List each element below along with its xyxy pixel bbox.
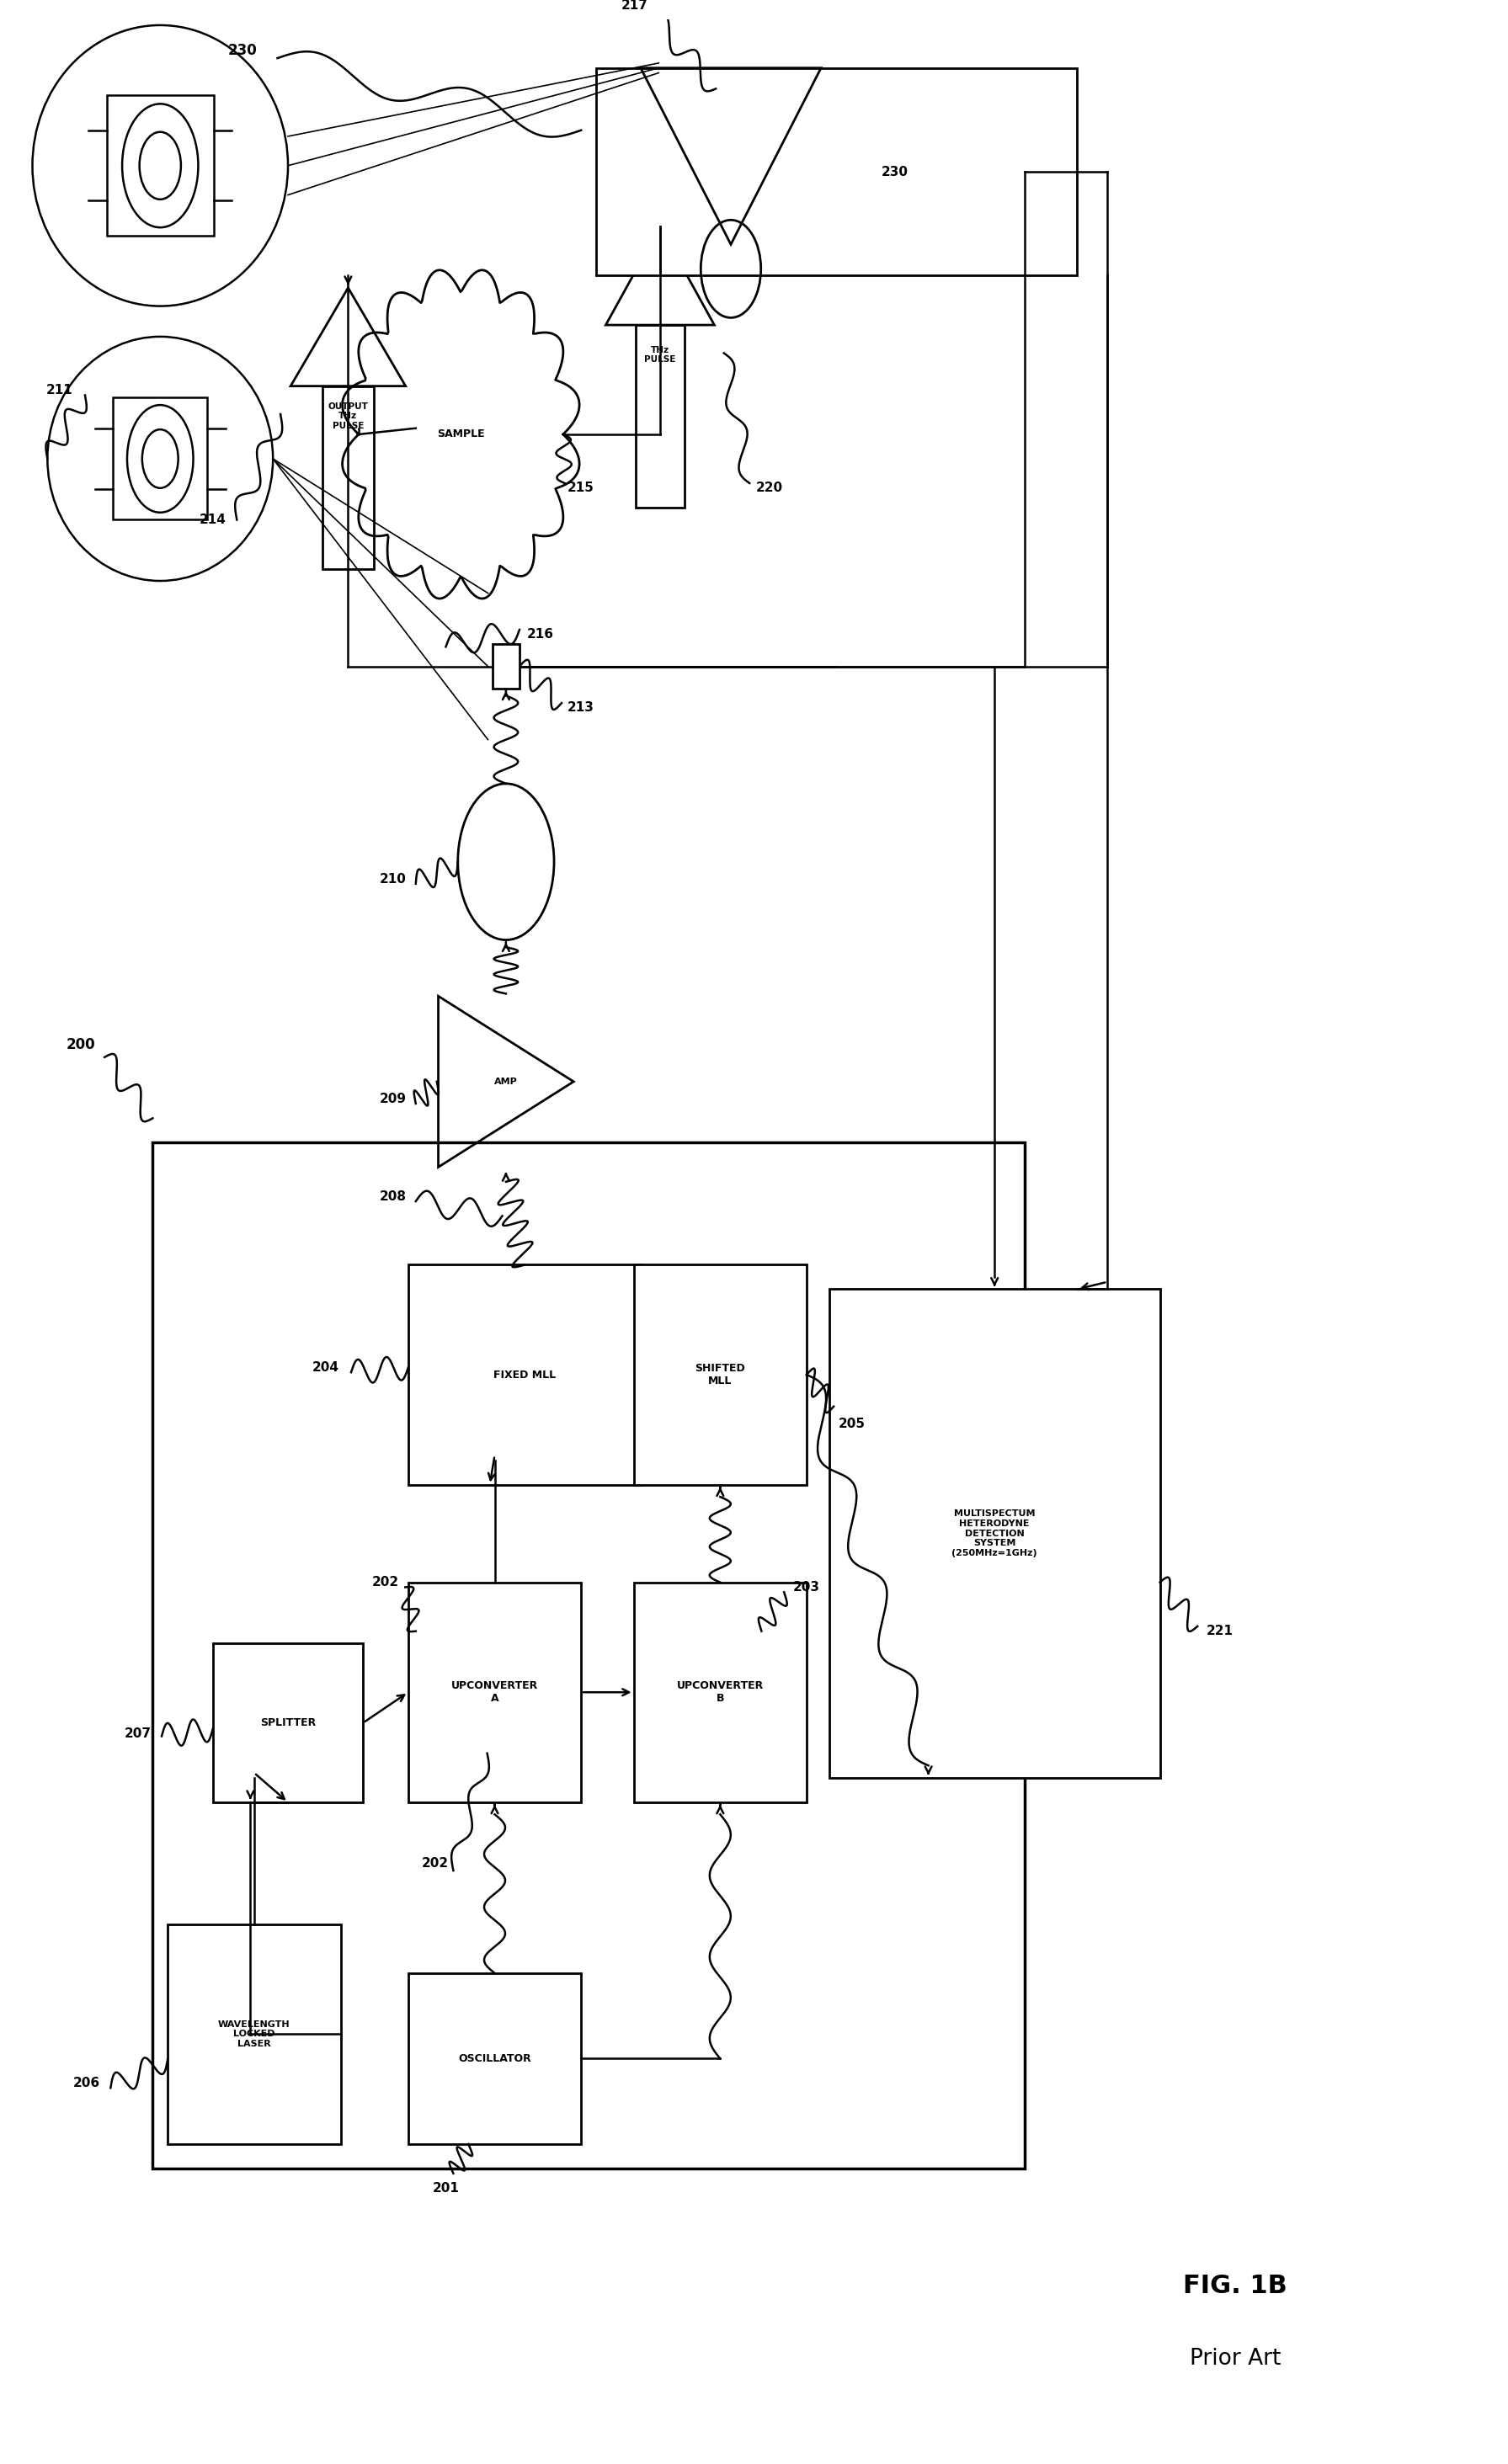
Text: 202: 202 bbox=[372, 1577, 400, 1589]
Text: SHIFTED
MLL: SHIFTED MLL bbox=[695, 1363, 745, 1387]
Text: 203: 203 bbox=[793, 1582, 820, 1594]
Bar bbox=[493, 646, 519, 687]
Text: 220: 220 bbox=[756, 483, 783, 495]
Text: SPLITTER: SPLITTER bbox=[259, 1717, 315, 1727]
Text: 208: 208 bbox=[380, 1190, 407, 1202]
Text: FIXED MLL: FIXED MLL bbox=[493, 1370, 556, 1380]
Text: 221: 221 bbox=[1206, 1624, 1234, 1639]
Text: Prior Art: Prior Art bbox=[1190, 2348, 1280, 2370]
Polygon shape bbox=[291, 288, 406, 387]
Polygon shape bbox=[342, 271, 579, 599]
Bar bbox=[635, 325, 685, 508]
Bar bbox=[152, 1143, 1024, 2168]
Bar bbox=[167, 1924, 341, 2144]
Text: UPCONVERTER
A: UPCONVERTER A bbox=[451, 1680, 538, 1705]
Text: 207: 207 bbox=[124, 1727, 151, 1740]
Text: 202: 202 bbox=[422, 1858, 449, 1870]
Text: 206: 206 bbox=[72, 2077, 100, 2089]
Text: 230: 230 bbox=[228, 44, 258, 59]
Bar bbox=[323, 387, 374, 569]
Bar bbox=[213, 1643, 363, 1801]
Polygon shape bbox=[606, 227, 715, 325]
Text: 201: 201 bbox=[433, 2181, 460, 2195]
Bar bbox=[633, 1582, 807, 1801]
Text: 216: 216 bbox=[528, 628, 553, 641]
Text: 215: 215 bbox=[567, 483, 594, 495]
Text: 213: 213 bbox=[567, 702, 594, 715]
Text: FIG. 1B: FIG. 1B bbox=[1182, 2274, 1288, 2299]
Text: 209: 209 bbox=[380, 1092, 407, 1104]
Bar bbox=[113, 397, 208, 520]
Text: OUTPUT
THz
PULSE: OUTPUT THz PULSE bbox=[327, 402, 368, 431]
Text: MULTISPECTUM
HETERODYNE
DETECTION
SYSTEM
(250MHz=1GHz): MULTISPECTUM HETERODYNE DETECTION SYSTEM… bbox=[952, 1510, 1038, 1557]
Text: 217: 217 bbox=[621, 0, 648, 12]
Text: 210: 210 bbox=[380, 872, 407, 885]
Text: THz
PULSE: THz PULSE bbox=[644, 345, 676, 365]
Bar bbox=[409, 1582, 581, 1801]
Bar bbox=[633, 1264, 807, 1486]
Bar bbox=[829, 1289, 1160, 1777]
Text: 214: 214 bbox=[199, 513, 226, 527]
Text: OSCILLATOR: OSCILLATOR bbox=[458, 2053, 531, 2065]
Text: UPCONVERTER
B: UPCONVERTER B bbox=[677, 1680, 763, 1705]
Bar bbox=[107, 96, 214, 237]
Text: 211: 211 bbox=[47, 384, 72, 397]
Bar bbox=[409, 1974, 581, 2144]
Text: 200: 200 bbox=[66, 1037, 95, 1052]
Text: 204: 204 bbox=[312, 1360, 339, 1375]
Text: 230: 230 bbox=[881, 165, 908, 177]
Text: WAVELENGTH
LOCKED
LASER: WAVELENGTH LOCKED LASER bbox=[219, 2020, 290, 2048]
Bar bbox=[409, 1264, 641, 1486]
Text: SAMPLE: SAMPLE bbox=[437, 429, 484, 439]
Text: 205: 205 bbox=[838, 1417, 866, 1429]
Text: AMP: AMP bbox=[495, 1077, 517, 1087]
Bar bbox=[596, 69, 1077, 276]
